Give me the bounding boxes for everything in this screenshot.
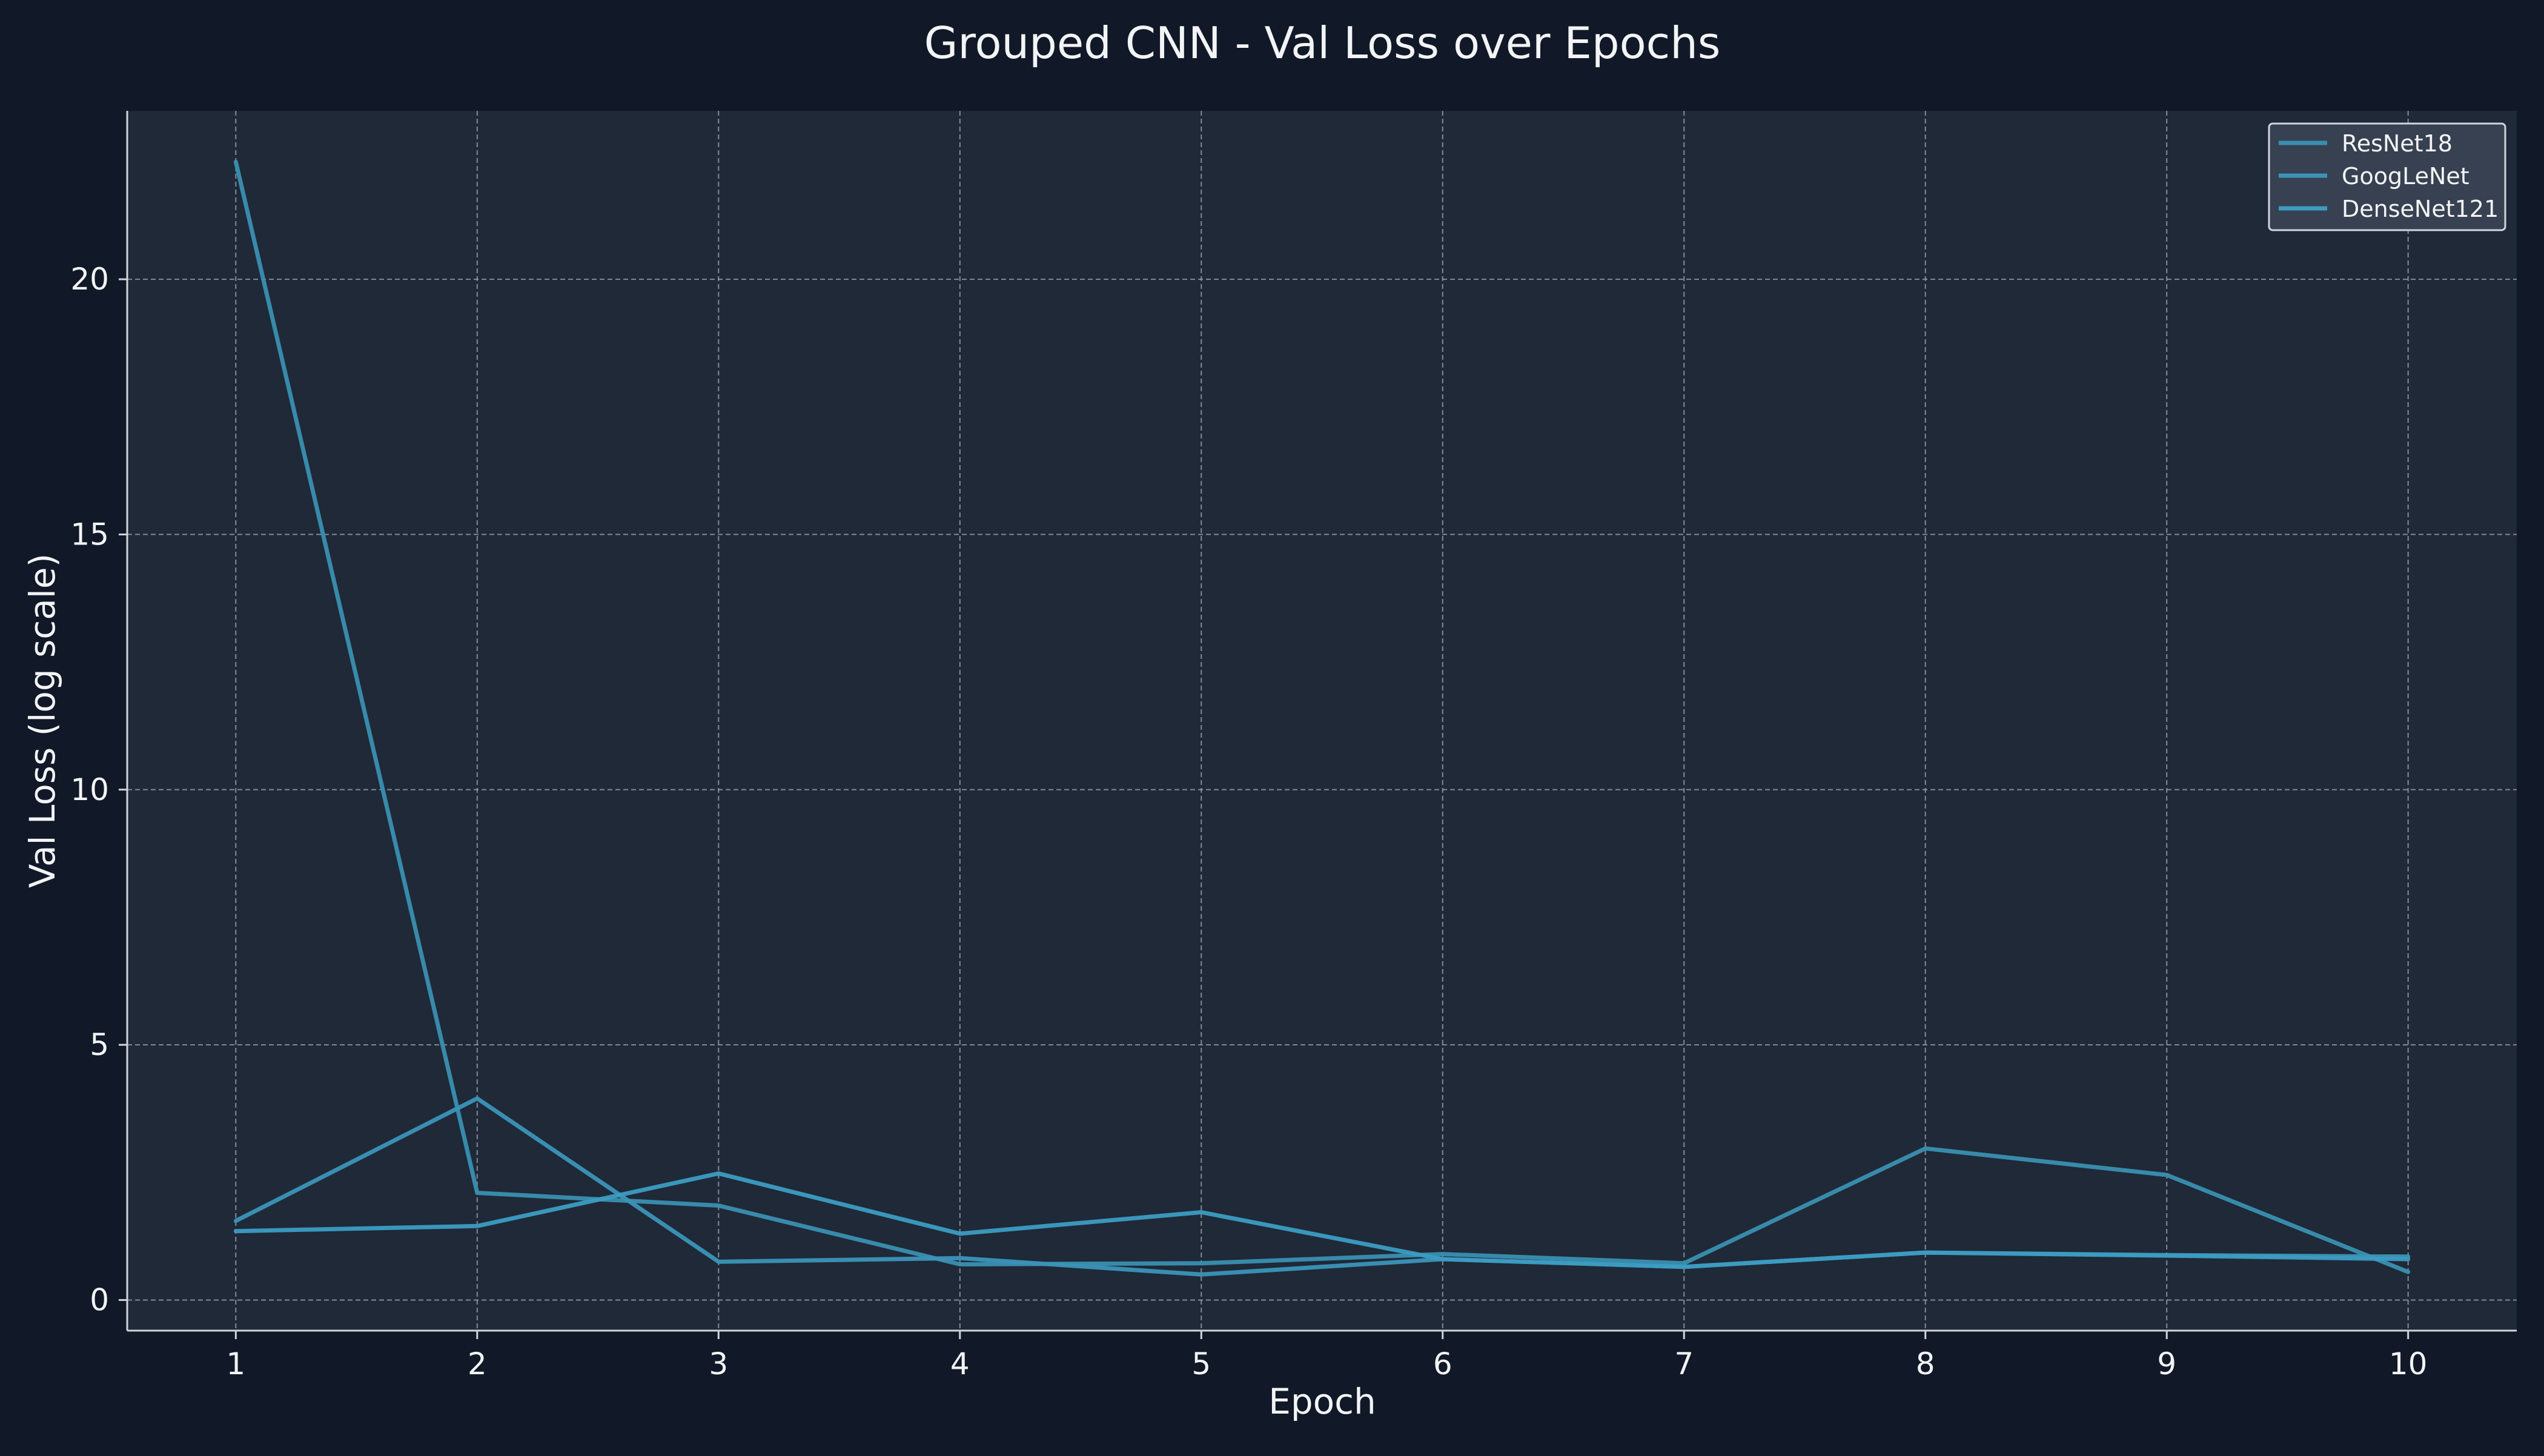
legend-label: ResNet18 [2342, 130, 2453, 157]
tick-labels: 1 2 3 4 5 6 7 8 9 10 0 5 10 15 20 [70, 262, 2427, 1382]
x-tick-label: 2 [468, 1346, 487, 1382]
y-axis-label: Val Loss (log scale) [22, 554, 63, 888]
y-tick-label: 0 [90, 1282, 109, 1317]
x-tick-label: 7 [1674, 1346, 1694, 1382]
x-tick-label: 9 [2157, 1346, 2176, 1382]
x-tick-label: 4 [950, 1346, 970, 1382]
plot-area [127, 111, 2517, 1331]
legend: ResNet18 GoogLeNet DenseNet121 [2268, 122, 2506, 231]
legend-box [2268, 122, 2506, 231]
y-tick-label: 20 [70, 262, 109, 297]
x-tick-label: 8 [1916, 1346, 1935, 1382]
legend-label: GoogLeNet [2342, 163, 2469, 190]
x-axis-label: Epoch [1268, 1381, 1376, 1422]
y-tick-label: 10 [70, 772, 109, 807]
y-tick-label: 15 [70, 517, 109, 552]
axes [119, 111, 2517, 1339]
x-tick-label: 10 [2389, 1346, 2428, 1382]
x-tick-label: 1 [226, 1346, 245, 1382]
x-tick-label: 3 [709, 1346, 728, 1382]
legend-label: DenseNet121 [2342, 196, 2499, 222]
chart-title: Grouped CNN - Val Loss over Epochs [924, 18, 1721, 68]
y-tick-label: 5 [90, 1027, 109, 1062]
series-line-densenet121 [233, 1171, 2411, 1269]
x-tick-label: 6 [1433, 1346, 1453, 1382]
series-lines [233, 159, 2411, 1277]
x-tick-label: 5 [1191, 1346, 1211, 1382]
grid [127, 111, 2517, 1331]
